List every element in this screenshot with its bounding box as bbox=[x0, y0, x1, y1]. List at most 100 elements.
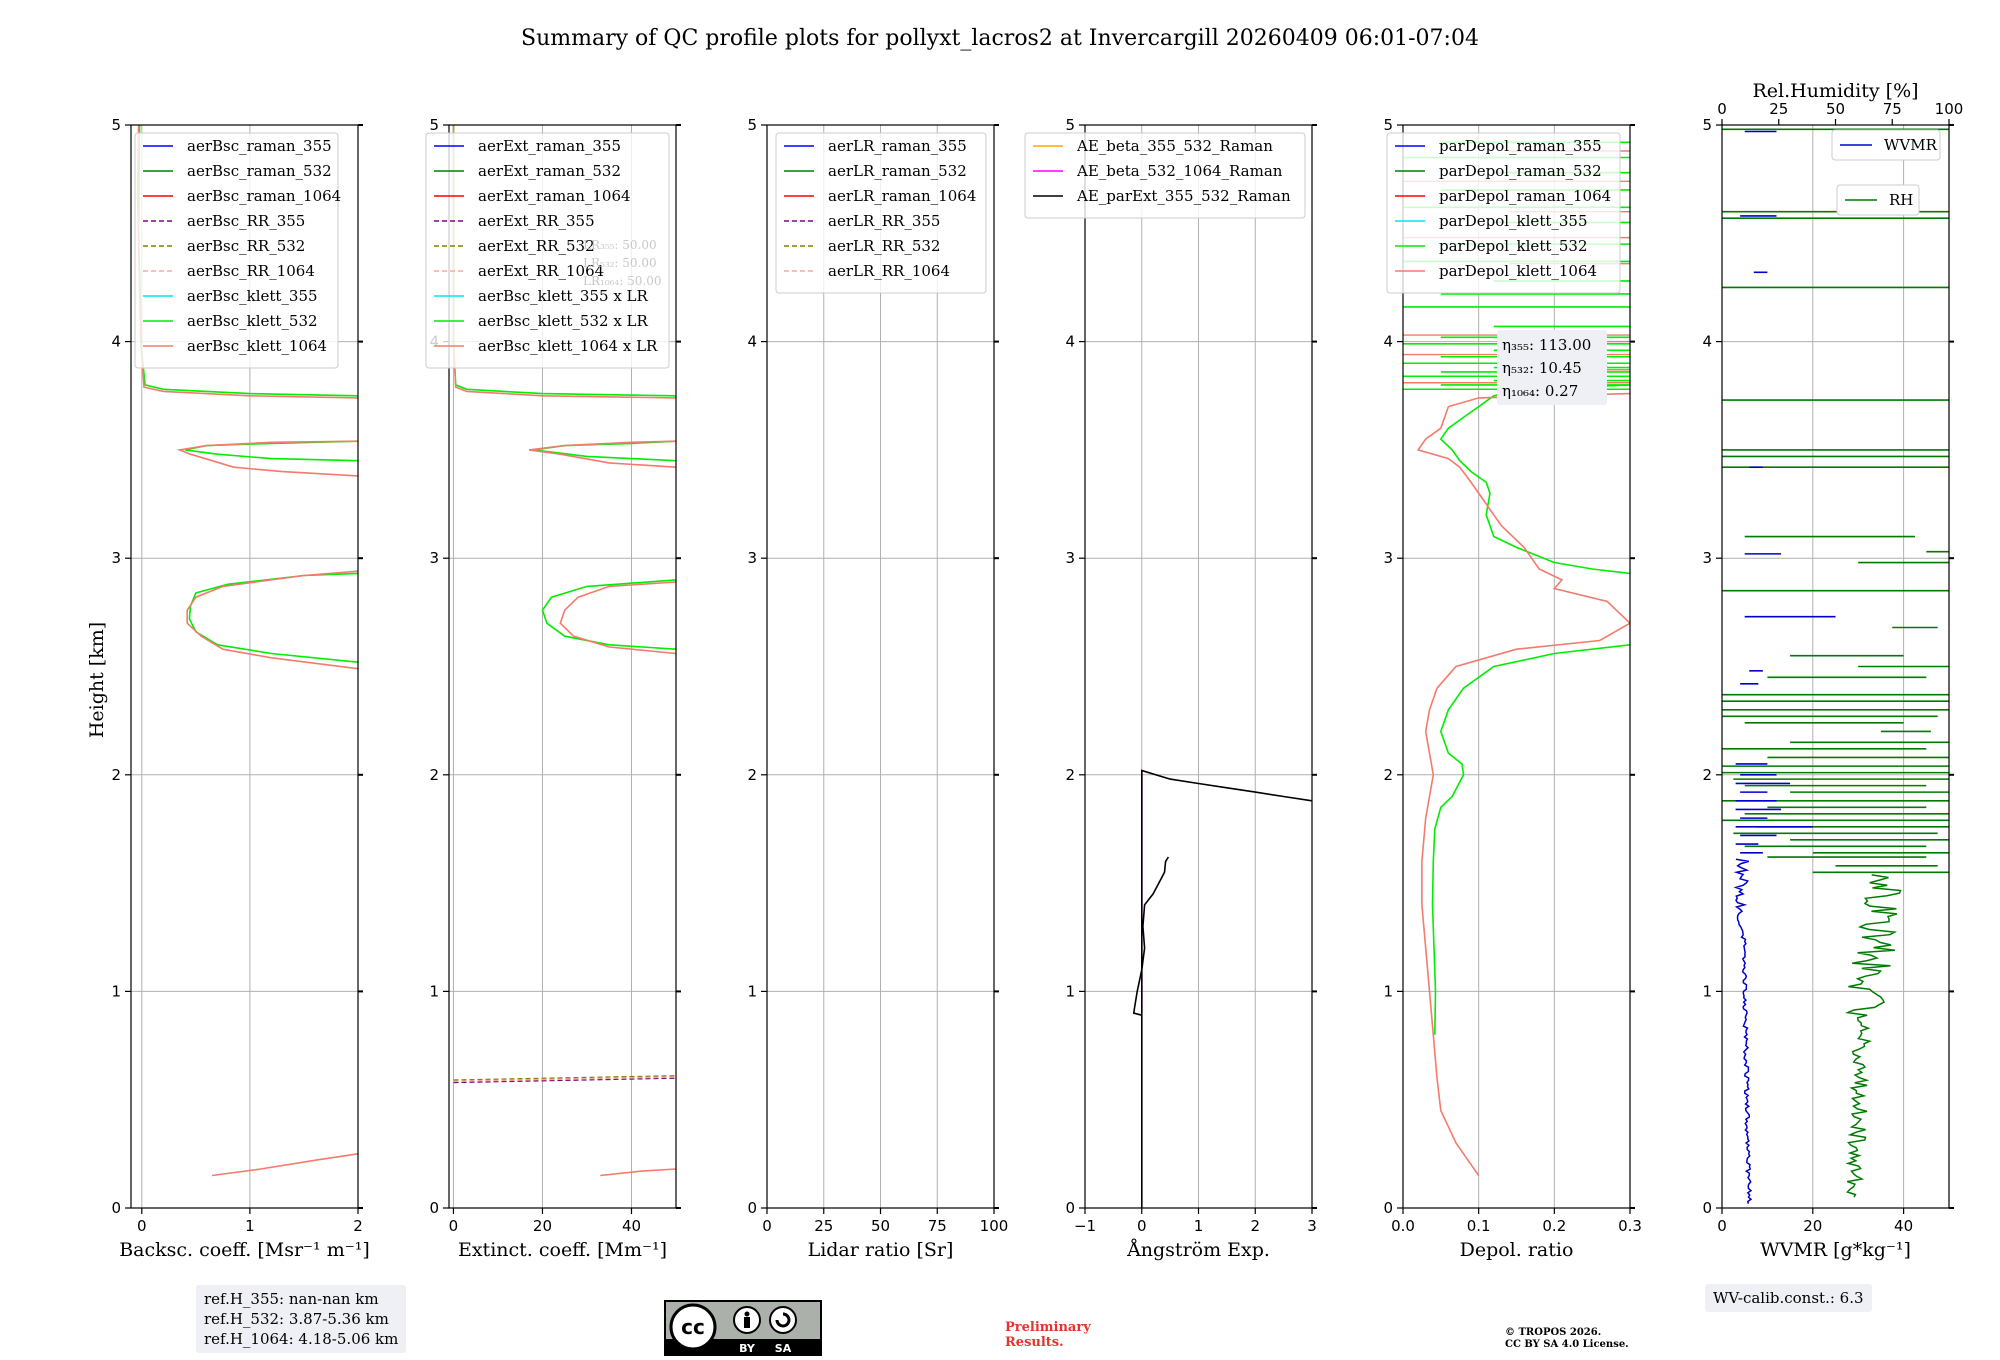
ext-xtick-label: 40 bbox=[622, 1217, 641, 1235]
wv-ytick-label: 5 bbox=[1702, 116, 1712, 134]
wv-panel: 0 20 40 0 1 2 3 4 5 WVMR [g*kg⁻¹] 0 25 50 75 100 Rel.Hu… bbox=[1702, 80, 1963, 1261]
ext-ytick-label: 3 bbox=[429, 549, 439, 567]
wv-ytick-label: 1 bbox=[1702, 982, 1712, 1000]
ext-ytick-label: 2 bbox=[429, 766, 439, 784]
ext-legend-label: aerExt_RR_1064 bbox=[478, 262, 604, 280]
preliminary-notice: Preliminary Results. bbox=[1005, 1320, 1091, 1350]
preliminary-line-1: Preliminary bbox=[1005, 1320, 1091, 1335]
cc-by-sa-badge: cc BY SA bbox=[664, 1300, 822, 1356]
lr-ytick-label: 0 bbox=[747, 1199, 757, 1217]
ae-xlabel: Ångström Exp. bbox=[1126, 1239, 1270, 1261]
lr-legend-frame bbox=[775, 132, 987, 294]
bsc-legend: aerBsc_raman_355 aerBsc_raman_532 aerBsc_r… bbox=[134, 132, 341, 369]
depol-xlabel: Depol. ratio bbox=[1460, 1239, 1574, 1261]
ext-ytick-label: 5 bbox=[429, 116, 439, 134]
wv-ytick-label: 4 bbox=[1702, 333, 1712, 351]
ext-legend-frame bbox=[425, 132, 670, 369]
ext-panel: 02040012345Extinct. coeff. [Mm⁻¹]aerExt_… bbox=[425, 116, 681, 1261]
ae-ytick-label: 1 bbox=[1065, 982, 1075, 1000]
wv-xtick-label: 0 bbox=[1717, 1217, 1727, 1235]
figure-title: Summary of QC profile plots for pollyxt_… bbox=[521, 26, 1479, 51]
ext-ytick-label: 1 bbox=[429, 982, 439, 1000]
depol-ytick-label: 2 bbox=[1383, 766, 1393, 784]
ae-legend-label: AE_beta_532_1064_Raman bbox=[1076, 162, 1283, 180]
depol-xtick-label: 0.0 bbox=[1391, 1217, 1415, 1235]
depol-eta-value: η₁₀₆₄: 0.27 bbox=[1502, 382, 1578, 400]
bsc-panel: 0 1 2 0 1 2 3 4 5 Backsc. coeff. [Msr⁻¹ m⁻¹] aerBs… bbox=[111, 116, 369, 1261]
ext-legend-label: aerExt_RR_532 bbox=[478, 237, 595, 255]
lr-panel: 0 25 50 75 100 0 1 2 3 4 5 Lidar ratio [Sr] aerLR_ra… bbox=[747, 116, 1008, 1261]
bsc-ytick-label: 2 bbox=[111, 766, 121, 784]
lr-legend-label: aerLR_RR_1064 bbox=[828, 262, 950, 280]
ref-height-1064: ref.H_1064: 4.18-5.06 km bbox=[204, 1330, 399, 1348]
bsc-xtick-label: 0 bbox=[137, 1217, 147, 1235]
ae-ytick-label: 5 bbox=[1065, 116, 1075, 134]
wv-series-group bbox=[1722, 128, 1949, 1204]
series-parDepol_klett_532 bbox=[1431, 384, 1630, 1035]
sa-label: SA bbox=[775, 1342, 792, 1355]
depol-ytick-label: 0 bbox=[1383, 1199, 1393, 1217]
depol-series-group bbox=[1403, 141, 1630, 1176]
bsc-legend-label: aerBsc_klett_355 bbox=[187, 287, 318, 305]
series-WVMR bbox=[1733, 858, 1753, 1204]
depol-xtick-label: 0.3 bbox=[1618, 1217, 1642, 1235]
bsc-xlabel: Backsc. coeff. [Msr⁻¹ m⁻¹] bbox=[119, 1239, 370, 1261]
bsc-ytick-label: 1 bbox=[111, 982, 121, 1000]
ae-ytick-label: 0 bbox=[1065, 1199, 1075, 1217]
ext-ytick-label: 0 bbox=[429, 1199, 439, 1217]
depol-ytick-label: 5 bbox=[1383, 116, 1393, 134]
bsc-axes-frame bbox=[130, 124, 359, 1209]
lr-ytick-label: 1 bbox=[747, 982, 757, 1000]
series-aerBsc_klett_1064 x LR bbox=[452, 125, 676, 1177]
lr-xlabel: Lidar ratio [Sr] bbox=[808, 1239, 954, 1261]
ae-series-group bbox=[1132, 769, 1312, 1208]
lr-xtick-label: 25 bbox=[814, 1217, 833, 1235]
ext-legend-label: aerExt_RR_355 bbox=[478, 212, 595, 230]
depol-legend-label: parDepol_raman_1064 bbox=[1439, 187, 1611, 205]
depol-legend: parDepol_raman_355 parDepol_raman_532 parD… bbox=[1386, 132, 1621, 294]
cc-text: cc bbox=[681, 1315, 705, 1339]
ae-legend-frame bbox=[1024, 132, 1306, 219]
ae-ytick-label: 3 bbox=[1065, 549, 1075, 567]
wv-calibration-box: WV-calib.const.: 6.3 bbox=[1705, 1284, 1872, 1312]
ext-xlabel: Extinct. coeff. [Mm⁻¹] bbox=[458, 1239, 667, 1261]
lr-legend-label: aerLR_raman_1064 bbox=[828, 187, 976, 205]
ae-xtick-label: 2 bbox=[1250, 1217, 1260, 1235]
lr-ytick-label: 5 bbox=[747, 116, 757, 134]
depol-xtick-label: 0.1 bbox=[1467, 1217, 1491, 1235]
depol-legend-label: parDepol_klett_1064 bbox=[1439, 262, 1597, 280]
bsc-legend-label: aerBsc_RR_532 bbox=[187, 237, 305, 255]
ae-xtick-label: −1 bbox=[1074, 1217, 1096, 1235]
preliminary-line-2: Results. bbox=[1005, 1335, 1064, 1350]
depol-panel: 0.0 0.1 0.2 0.3 0 1 2 3 4 5 Depol. ratio parDepol_r… bbox=[1383, 116, 1641, 1261]
lr-xtick-label: 100 bbox=[980, 1217, 1009, 1235]
copyright-line-2: CC BY SA 4.0 License. bbox=[1505, 1339, 1629, 1350]
lr-legend-label: aerLR_RR_355 bbox=[828, 212, 940, 230]
lr-legend-label: aerLR_raman_355 bbox=[828, 137, 967, 155]
ext-legend-label: aerExt_raman_355 bbox=[478, 137, 621, 155]
bsc-legend-label: aerBsc_klett_532 bbox=[187, 312, 318, 330]
bsc-xtick-label: 2 bbox=[353, 1217, 363, 1235]
ext-legend-label: aerExt_raman_532 bbox=[478, 162, 621, 180]
series-parDepol_klett_1064 bbox=[1416, 392, 1630, 1176]
ext-lr-annotation: LR₃₅₅: 50.00 bbox=[583, 238, 657, 252]
depol-legend-label: parDepol_klett_355 bbox=[1439, 212, 1588, 230]
ext-lr-annotation: LR₁₀₆₄: 50.00 bbox=[583, 274, 661, 288]
ext-lr-annotation: LR₅₃₂: 50.00 bbox=[583, 256, 657, 270]
ext-xtick-label: 20 bbox=[533, 1217, 552, 1235]
series-aerExt_RR_532 bbox=[453, 1075, 676, 1081]
series-aerExt_RR_1064 bbox=[453, 1076, 676, 1083]
share-alike-icon bbox=[769, 1306, 797, 1334]
bsc-xtick-label: 1 bbox=[245, 1217, 255, 1235]
lr-legend-label: aerLR_RR_532 bbox=[828, 237, 940, 255]
bsc-ytick-label: 3 bbox=[111, 549, 121, 567]
series-aerBsc_klett_1064 bbox=[136, 125, 358, 1177]
ext-legend-label: aerBsc_klett_532 x LR bbox=[478, 312, 649, 330]
depol-legend-label: parDepol_klett_532 bbox=[1439, 237, 1588, 255]
ref-height-532: ref.H_532: 3.87-5.36 km bbox=[204, 1310, 389, 1328]
wv-top-xtick-label: 75 bbox=[1883, 100, 1902, 118]
depol-axes-frame bbox=[1402, 124, 1631, 1209]
ref-height-355: ref.H_355: nan-nan km bbox=[204, 1290, 379, 1308]
